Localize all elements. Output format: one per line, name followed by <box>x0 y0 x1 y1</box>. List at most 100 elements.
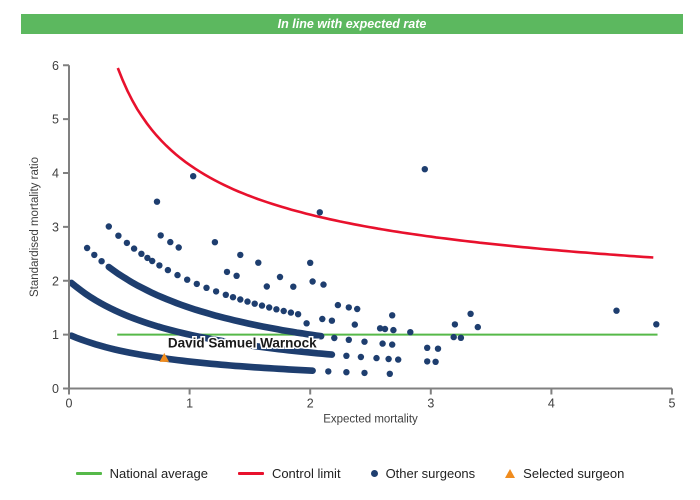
other-surgeon-point[interactable] <box>351 321 358 328</box>
other-surgeon-point[interactable] <box>175 244 182 251</box>
other-surgeon-point[interactable] <box>309 278 316 285</box>
other-surgeon-point[interactable] <box>457 334 465 341</box>
surgeon-band-observed-1 <box>68 332 316 374</box>
other-surgeon-point[interactable] <box>424 358 431 365</box>
other-surgeon-point[interactable] <box>251 300 258 307</box>
other-surgeon-point[interactable] <box>273 306 280 313</box>
other-surgeon-point[interactable] <box>115 232 122 239</box>
other-surgeon-point[interactable] <box>331 334 338 342</box>
other-surgeon-point[interactable] <box>389 312 396 319</box>
other-surgeon-point[interactable] <box>354 305 361 313</box>
other-surgeon-point[interactable] <box>407 329 414 336</box>
other-surgeon-point[interactable] <box>395 356 402 363</box>
selected-surgeon-point[interactable] <box>159 352 170 362</box>
x-tick-label: 0 <box>66 397 73 411</box>
other-surgeon-point[interactable] <box>244 298 251 305</box>
other-surgeon-point[interactable] <box>334 301 342 309</box>
other-surgeon-point[interactable] <box>343 352 350 359</box>
other-surgeon-point[interactable] <box>203 284 210 291</box>
other-surgeon-point[interactable] <box>130 245 138 252</box>
other-surgeon-point[interactable] <box>361 338 368 345</box>
other-surgeon-point[interactable] <box>373 354 380 362</box>
other-surgeon-point[interactable] <box>184 276 191 283</box>
x-tick-label: 4 <box>548 397 555 411</box>
other-surgeon-point[interactable] <box>432 358 439 365</box>
control-limit-curve <box>116 67 654 259</box>
other-surgeon-point[interactable] <box>320 281 327 288</box>
legend-triangle-swatch <box>505 468 516 478</box>
other-surgeon-point[interactable] <box>450 333 457 341</box>
other-surgeon-point[interactable] <box>211 239 219 246</box>
legend-item-control-limit: Control limit <box>237 466 341 481</box>
other-surgeon-point[interactable] <box>237 296 244 303</box>
other-surgeon-point[interactable] <box>303 320 310 327</box>
y-tick-label: 2 <box>52 274 59 288</box>
other-surgeon-point[interactable] <box>361 369 368 377</box>
other-surgeon-point[interactable] <box>307 259 314 266</box>
other-surgeon-point[interactable] <box>123 239 131 247</box>
other-surgeon-point[interactable] <box>316 209 323 216</box>
other-surgeon-point[interactable] <box>164 266 172 274</box>
other-surgeon-point[interactable] <box>345 336 352 343</box>
other-surgeon-point[interactable] <box>190 173 197 180</box>
other-surgeon-point[interactable] <box>280 307 287 315</box>
other-surgeon-point[interactable] <box>255 259 262 266</box>
surgeon-band-observed-3 <box>105 263 325 340</box>
other-surgeon-point[interactable] <box>467 310 474 317</box>
other-surgeon-point[interactable] <box>98 258 105 265</box>
other-surgeon-point[interactable] <box>379 340 386 347</box>
other-surgeon-point[interactable] <box>222 291 229 298</box>
y-tick-label: 5 <box>52 113 59 127</box>
other-surgeon-point[interactable] <box>653 321 660 328</box>
other-surgeon-point[interactable] <box>263 283 270 290</box>
other-surgeon-point[interactable] <box>357 353 365 361</box>
other-surgeon-point[interactable] <box>105 223 113 230</box>
other-surgeon-point[interactable] <box>343 369 350 376</box>
other-surgeon-point[interactable] <box>156 262 163 269</box>
other-surgeon-point[interactable] <box>613 307 620 314</box>
other-surgeon-point[interactable] <box>237 251 244 259</box>
other-surgeon-point[interactable] <box>424 344 431 351</box>
other-surgeon-point[interactable] <box>212 288 220 295</box>
other-surgeon-point[interactable] <box>153 198 161 205</box>
other-surgeon-point[interactable] <box>144 254 151 262</box>
legend-item-national-average: National average <box>75 466 208 481</box>
other-surgeon-point[interactable] <box>474 323 481 331</box>
other-surgeon-point[interactable] <box>381 325 389 333</box>
other-surgeon-point[interactable] <box>390 326 397 334</box>
other-surgeon-point[interactable] <box>290 283 297 290</box>
other-surgeon-point[interactable] <box>258 302 266 309</box>
status-banner: In line with expected rate <box>21 14 683 34</box>
legend-label: Selected surgeon <box>523 465 625 481</box>
other-surgeon-point[interactable] <box>385 355 392 363</box>
other-surgeon-point[interactable] <box>434 345 442 352</box>
other-surgeon-point[interactable] <box>91 251 98 259</box>
other-surgeon-point[interactable] <box>389 341 396 348</box>
other-surgeon-point[interactable] <box>328 317 336 324</box>
other-surgeon-point[interactable] <box>376 325 384 332</box>
other-surgeon-point[interactable] <box>167 238 174 246</box>
other-surgeon-point[interactable] <box>287 309 295 316</box>
other-surgeon-point[interactable] <box>266 304 273 311</box>
other-surgeon-point[interactable] <box>451 321 459 328</box>
other-surgeon-point[interactable] <box>174 271 181 279</box>
other-surgeon-point[interactable] <box>157 232 164 239</box>
other-surgeon-point[interactable] <box>223 268 231 276</box>
legend-label: Other surgeons <box>385 465 476 481</box>
other-surgeon-point[interactable] <box>276 273 284 281</box>
other-surgeon-point[interactable] <box>386 370 393 377</box>
other-surgeon-point[interactable] <box>138 250 145 257</box>
other-surgeon-point[interactable] <box>233 272 240 279</box>
other-surgeon-point[interactable] <box>193 280 200 288</box>
other-surgeon-point[interactable] <box>229 294 237 301</box>
other-surgeon-point[interactable] <box>83 244 91 252</box>
other-surgeon-point[interactable] <box>319 315 326 323</box>
x-tick-label: 5 <box>669 397 676 411</box>
other-surgeon-point[interactable] <box>149 257 156 265</box>
other-surgeon-point[interactable] <box>345 304 352 311</box>
other-surgeon-point[interactable] <box>421 166 428 173</box>
other-surgeon-point[interactable] <box>294 311 302 318</box>
other-surgeon-point[interactable] <box>325 368 332 375</box>
y-tick-label: 4 <box>52 167 59 181</box>
